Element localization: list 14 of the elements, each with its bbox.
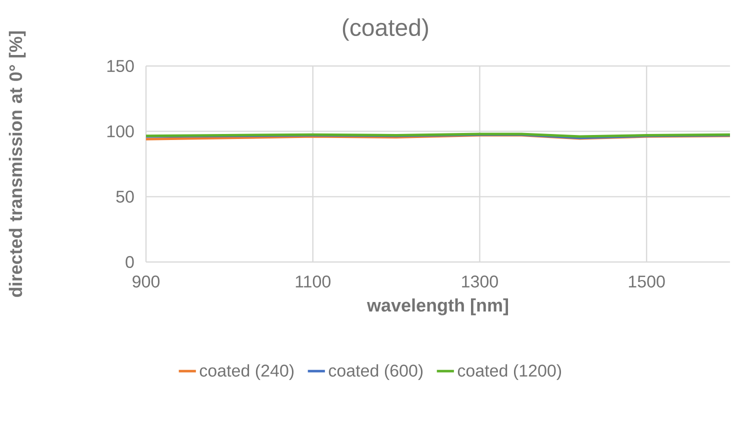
- y-tick-label: 50: [116, 190, 134, 203]
- chart-title: (coated): [342, 18, 428, 41]
- y-tick-label: 0: [126, 256, 134, 268]
- legend-label: coated (1200): [458, 364, 562, 380]
- x-tick-label: 900: [132, 276, 160, 288]
- x-tick-label: 1100: [296, 276, 330, 288]
- x-tick-label: 1300: [462, 276, 498, 288]
- legend-label: coated (600): [328, 364, 423, 380]
- y-axis-title: directed transmission at 0° [%]: [8, 31, 26, 297]
- y-tick-label: 150: [107, 60, 134, 72]
- x-tick-label: 1500: [628, 276, 665, 288]
- y-tick-label: 100: [107, 125, 134, 138]
- x-axis-title: wavelength [nm]: [366, 298, 508, 316]
- legend-label: coated (240): [200, 364, 294, 380]
